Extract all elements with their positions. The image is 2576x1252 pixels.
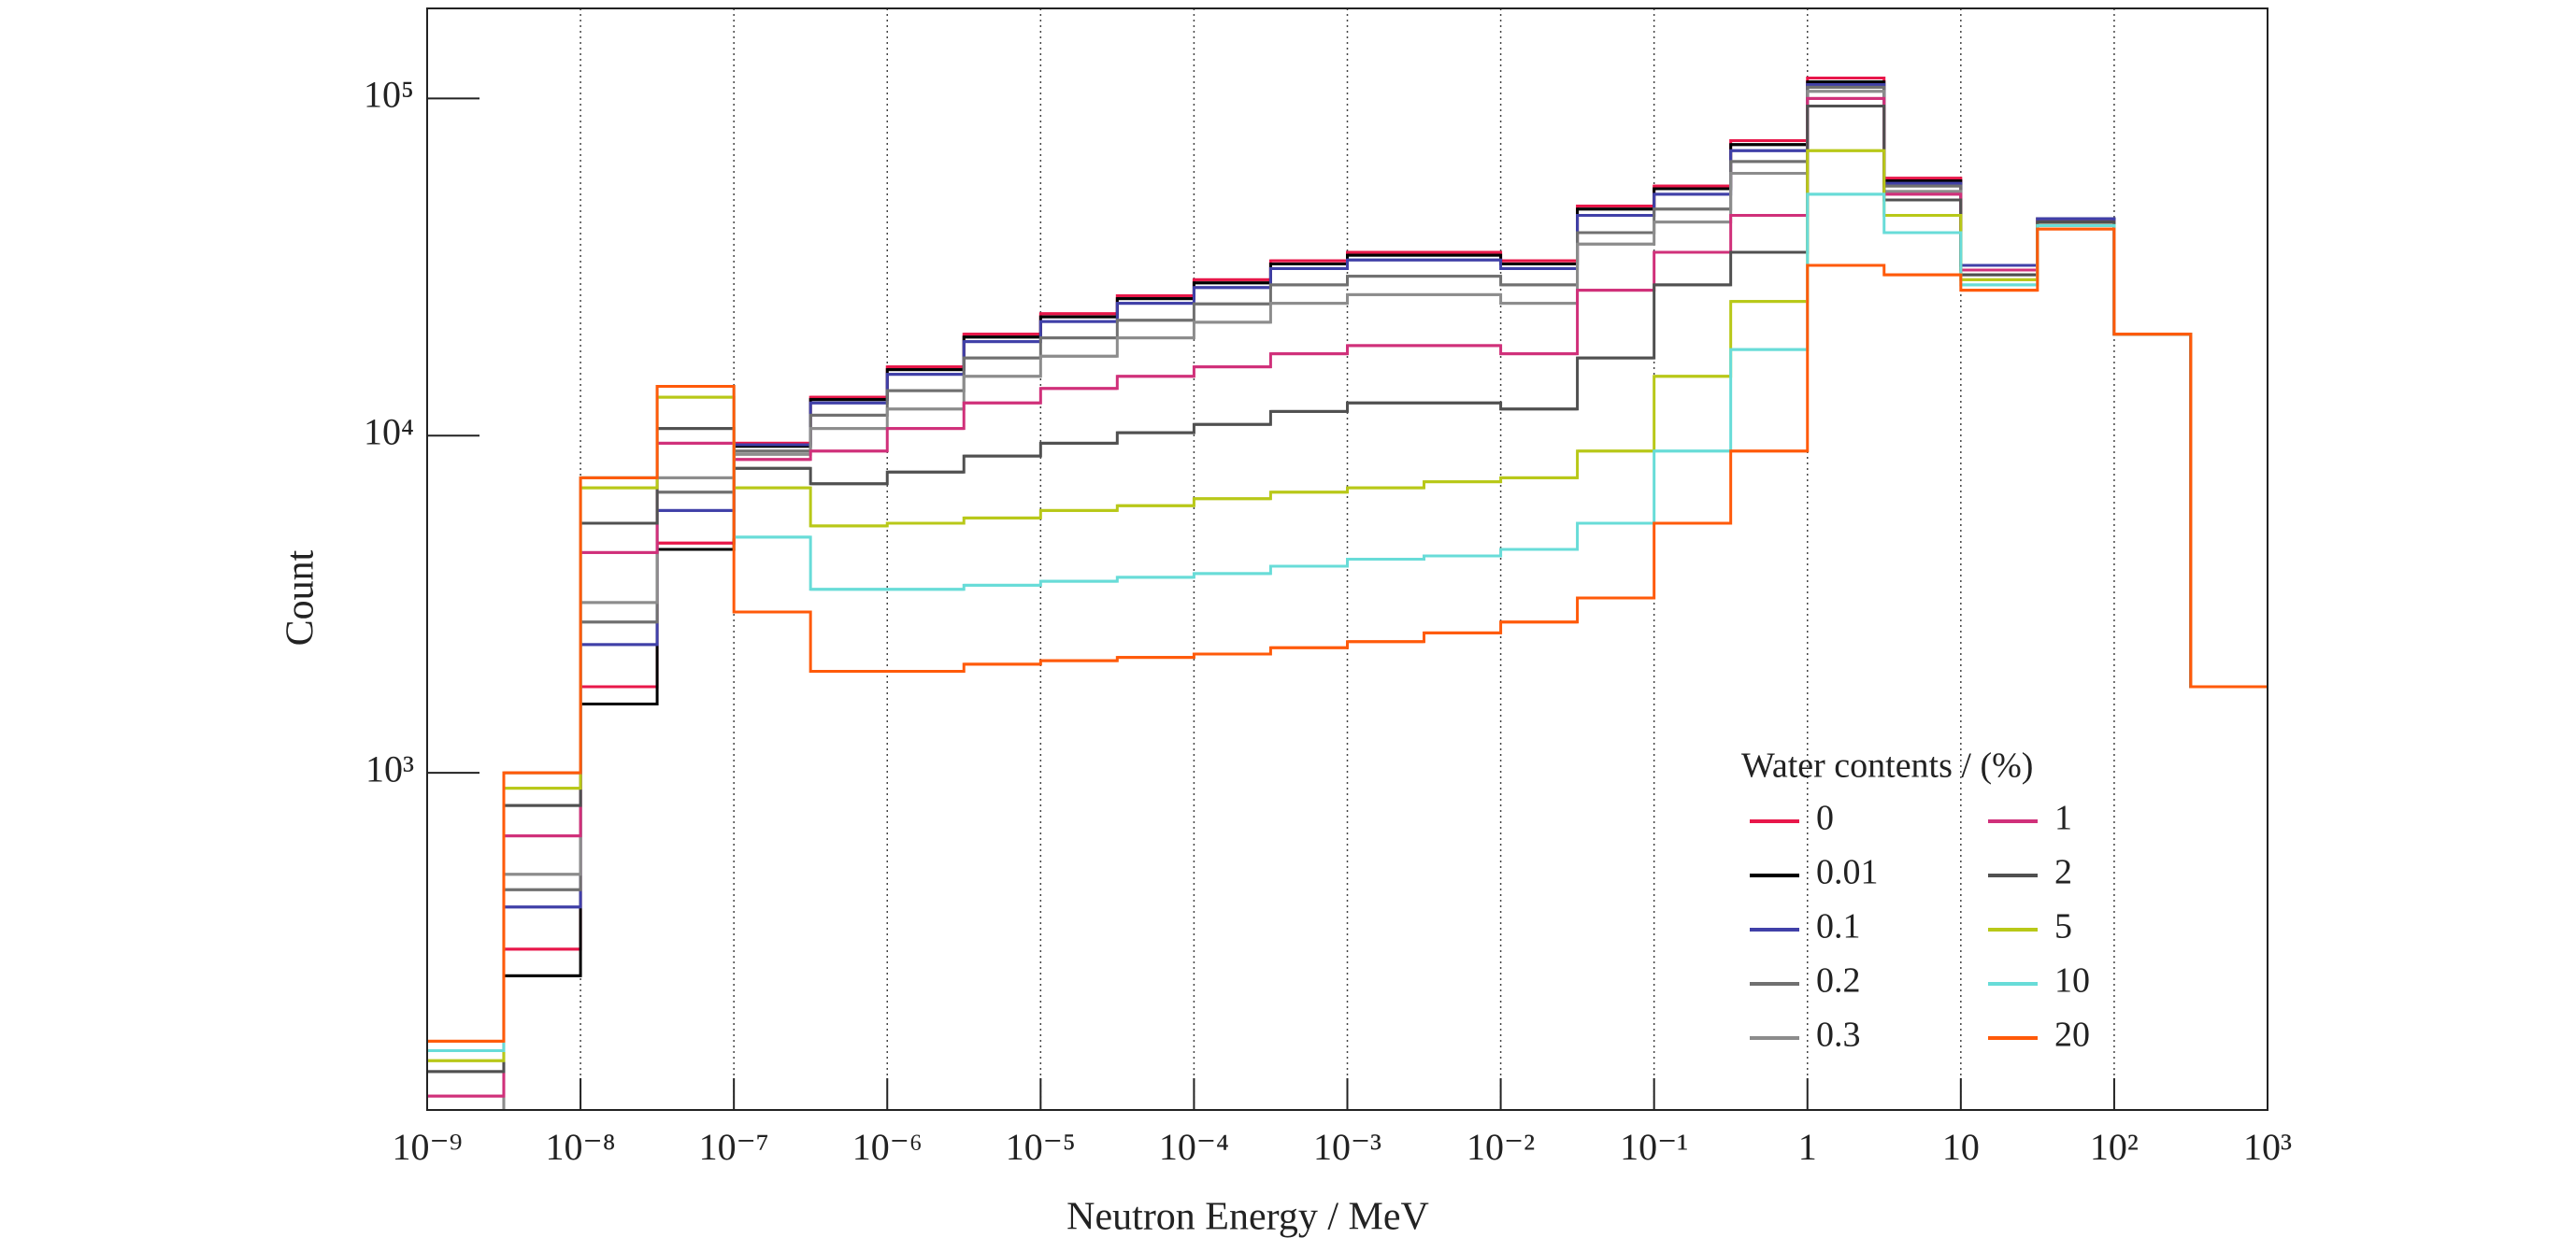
legend-label: 0.3 [1816,1016,1861,1055]
legend-label: 0.01 [1816,853,1879,892]
x-tick-label: 10³ [2243,1126,2292,1168]
x-tick-label: 1 [1798,1126,1817,1168]
plot-frame [426,7,2268,1111]
x-tick-label: 10⁻⁹ [392,1126,462,1168]
legend-label: 1 [2054,799,2072,838]
x-tick-label: 10⁻⁴ [1159,1126,1229,1168]
plot-area [427,77,2268,1110]
legend-label: 5 [2054,907,2072,946]
legend-label: 0 [1816,799,1834,838]
y-tick-label: 10⁴ [364,410,414,452]
x-tick-label: 10⁻⁶ [852,1126,923,1168]
legend-label: 20 [2054,1016,2090,1055]
y-tick-label: 10³ [365,747,414,790]
legend-label: 0.2 [1816,961,1861,1001]
legend-title: Water contents / (%) [1741,747,2033,786]
x-tick-label: 10⁻⁷ [699,1126,769,1168]
legend-label: 0.1 [1816,907,1861,946]
legend-label: 2 [2054,853,2072,892]
x-tick-label: 10⁻⁸ [546,1126,616,1168]
x-tick-label: 10⁻⁵ [1006,1126,1076,1168]
legend-label: 10 [2054,961,2090,1001]
x-axis-title: Neutron Energy / MeV [1066,1196,1429,1239]
x-tick-label: 10² [2090,1126,2139,1168]
y-axis-title: Count [279,549,322,646]
y-tick-label: 10⁵ [364,74,414,116]
x-tick-label: 10 [1942,1126,1980,1168]
series [427,227,2268,1043]
x-tick-label: 10⁻² [1467,1126,1535,1168]
x-tick-label: 10⁻³ [1313,1126,1381,1168]
x-tick-label: 10⁻¹ [1620,1126,1688,1168]
step-outline [427,227,2268,1043]
